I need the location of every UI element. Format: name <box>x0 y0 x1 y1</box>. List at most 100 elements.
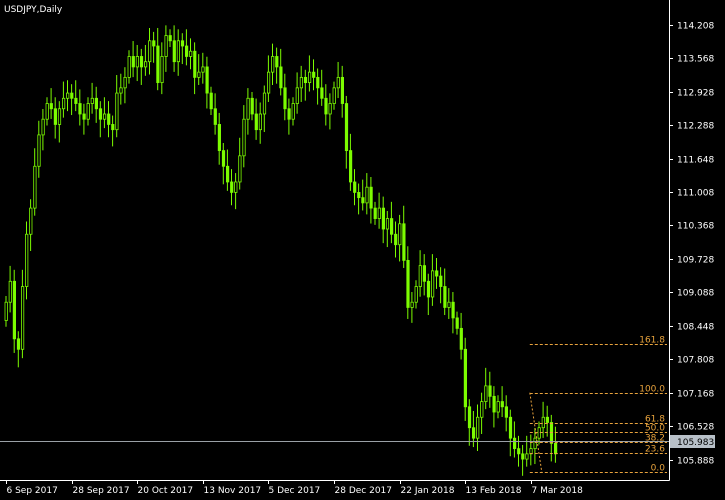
candle <box>287 98 291 135</box>
candle <box>127 50 131 84</box>
candle <box>213 93 217 135</box>
candle <box>398 214 402 262</box>
y-tick-label: 110.368 <box>677 222 714 232</box>
y-tick-label: 112.928 <box>677 89 714 99</box>
candle <box>189 38 193 70</box>
candle <box>418 250 422 297</box>
candle <box>62 81 66 118</box>
candle <box>496 395 500 419</box>
candle <box>53 97 58 139</box>
x-axis-ticks: 6 Sep 2017 28 Sep 2017 20 Oct 2017 13 Nov 2… <box>6 480 584 496</box>
y-axis-ticks: 114.208 113.568 112.928 112.288 111.648 111.0… <box>669 22 714 467</box>
candle <box>328 93 332 130</box>
candle <box>545 405 550 437</box>
candle <box>455 311 459 335</box>
candle <box>123 67 127 104</box>
y-tick-label: 107.168 <box>677 390 714 400</box>
fib-level-label: 0.0 <box>651 464 666 474</box>
candle <box>74 80 78 112</box>
fib-level-label: 161.8 <box>639 336 665 346</box>
candle <box>332 81 336 110</box>
candle <box>320 69 324 106</box>
candle <box>86 97 90 126</box>
x-tick-label: 28 Sep 2017 <box>73 486 130 496</box>
candle <box>148 27 152 75</box>
candle <box>230 169 234 206</box>
candle <box>8 265 12 313</box>
candle <box>49 88 53 119</box>
candle <box>139 48 144 85</box>
candle <box>168 29 172 48</box>
y-tick-label: 111.648 <box>677 156 714 166</box>
candle <box>90 82 94 114</box>
candle <box>82 103 86 135</box>
candle <box>12 269 16 353</box>
y-tick-label: 106.528 <box>677 423 714 433</box>
candle <box>463 337 468 421</box>
candle <box>521 444 525 476</box>
candle <box>439 267 443 304</box>
candle <box>131 41 135 78</box>
candle <box>275 47 279 84</box>
candle <box>107 101 111 138</box>
fib-level-label: 23.6 <box>645 445 665 455</box>
x-tick-label: 22 Jan 2018 <box>401 486 455 496</box>
candle <box>221 143 226 185</box>
candle <box>533 427 537 465</box>
candle <box>234 173 238 210</box>
x-tick-label: 13 Feb 2018 <box>466 486 522 496</box>
candle <box>365 173 369 215</box>
candle <box>381 196 386 244</box>
candle <box>348 133 353 191</box>
candle <box>459 312 463 360</box>
candle <box>406 246 410 319</box>
candle <box>369 176 373 224</box>
candle <box>500 386 504 417</box>
candle <box>344 95 349 169</box>
candle <box>4 295 8 327</box>
candle <box>517 435 521 467</box>
candle <box>25 221 29 300</box>
candle <box>180 33 185 65</box>
y-tick-label: 112.288 <box>677 122 714 132</box>
candle <box>57 101 62 143</box>
candle <box>242 105 246 168</box>
candle <box>135 44 139 82</box>
candle <box>94 86 98 123</box>
candle <box>29 199 33 251</box>
candle <box>143 44 148 76</box>
candle <box>225 149 230 191</box>
chart-title: USDJPY,Daily <box>4 5 63 15</box>
candle <box>488 371 492 408</box>
candle <box>394 221 398 258</box>
candle <box>484 367 488 410</box>
candle <box>307 55 312 92</box>
candle <box>119 73 123 105</box>
candle <box>262 85 267 133</box>
candle <box>250 92 254 121</box>
candle <box>45 97 49 126</box>
candle <box>41 109 45 151</box>
candle <box>115 75 119 138</box>
candle <box>152 31 156 63</box>
candle <box>513 421 517 458</box>
y-tick-label: 111.008 <box>677 189 714 199</box>
x-tick-label: 7 Mar 2018 <box>532 486 584 496</box>
candle <box>295 72 299 114</box>
y-tick-label: 109.088 <box>677 289 714 299</box>
candle <box>426 273 431 316</box>
candle <box>111 115 115 147</box>
candle <box>447 288 451 319</box>
candle <box>476 404 480 451</box>
candle <box>377 192 381 229</box>
candle <box>70 84 74 116</box>
fibonacci-retracement: 161.8 100.0 61.850.038.223.6 0.0 <box>529 336 667 474</box>
candle <box>541 401 545 438</box>
candle <box>336 61 340 99</box>
x-tick-label: 28 Dec 2017 <box>335 486 393 496</box>
candle <box>451 292 455 334</box>
y-tick-label: 108.448 <box>677 323 714 333</box>
candle <box>66 80 70 112</box>
candle <box>340 65 345 118</box>
current-price-badge <box>670 435 715 448</box>
